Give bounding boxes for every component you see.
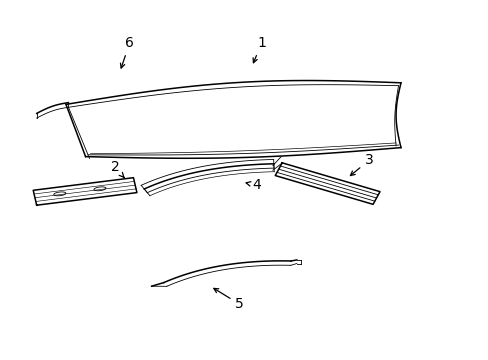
Ellipse shape bbox=[54, 192, 66, 196]
Text: 3: 3 bbox=[350, 153, 373, 176]
Text: 4: 4 bbox=[245, 179, 261, 192]
Text: 1: 1 bbox=[253, 36, 265, 63]
Text: 2: 2 bbox=[110, 161, 124, 177]
Ellipse shape bbox=[94, 187, 106, 191]
Text: 5: 5 bbox=[213, 288, 244, 311]
Text: 6: 6 bbox=[120, 36, 134, 68]
